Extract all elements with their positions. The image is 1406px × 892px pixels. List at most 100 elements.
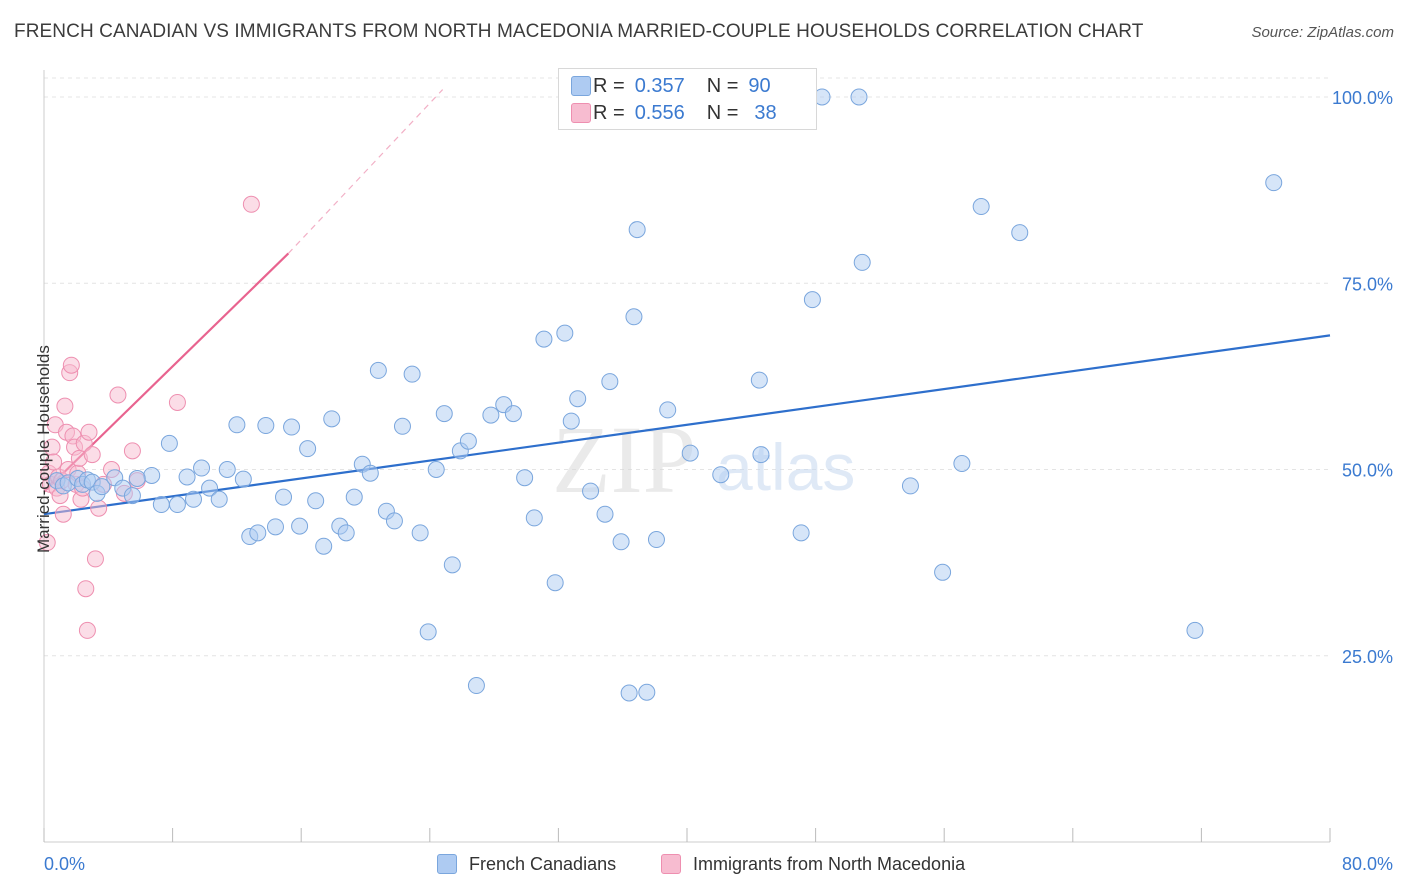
- data-point-french-canadians: [1186, 621, 1204, 639]
- data-point-french-canadians: [393, 417, 411, 435]
- bottom-legend-north-macedonia: Immigrants from North Macedonia: [661, 852, 965, 876]
- data-point-french-canadians: [193, 459, 211, 477]
- grid-lines: [44, 77, 1330, 657]
- data-point-french-canadians: [546, 574, 564, 592]
- legend-row-french-canadians: R = 0.357 N = 90: [571, 73, 771, 99]
- data-point-north-macedonia: [80, 423, 98, 441]
- data-point-french-canadians: [337, 524, 355, 542]
- data-point-french-canadians: [612, 533, 630, 551]
- data-point-french-canadians: [345, 488, 363, 506]
- legend-r-label: R =: [593, 101, 625, 124]
- data-point-french-canadians: [647, 531, 665, 549]
- data-point-french-canadians: [1265, 174, 1283, 192]
- data-point-french-canadians: [249, 524, 267, 542]
- legend-swatch-pink: [571, 103, 591, 123]
- points-north-macedonia: [38, 195, 260, 639]
- data-point-french-canadians: [459, 432, 477, 450]
- x-tick-label: 80.0%: [1342, 854, 1393, 874]
- trend-line-french-canadians: [43, 334, 1331, 516]
- bottom-legend-french-canadians: French Canadians: [437, 852, 616, 876]
- data-point-french-canadians: [435, 405, 453, 423]
- data-point-french-canadians: [143, 466, 161, 484]
- data-point-french-canadians: [934, 563, 952, 581]
- data-point-french-canadians: [369, 361, 387, 379]
- legend-swatch-blue: [437, 854, 457, 874]
- trend-line-north-macedonia-extension: [287, 89, 444, 254]
- correlation-legend: R = 0.357 N = 90 R = 0.556 N = 38: [558, 68, 817, 130]
- legend-label: Immigrants from North Macedonia: [693, 853, 966, 874]
- data-point-north-macedonia: [168, 393, 186, 411]
- legend-n-label: N =: [706, 101, 739, 124]
- axes: [43, 70, 1331, 843]
- data-point-french-canadians: [403, 365, 421, 383]
- data-point-french-canadians: [1011, 224, 1029, 242]
- data-point-french-canadians: [803, 291, 821, 309]
- data-point-french-canadians: [953, 455, 971, 473]
- data-point-french-canadians: [93, 478, 111, 496]
- data-point-french-canadians: [972, 198, 990, 216]
- data-point-north-macedonia: [77, 580, 95, 598]
- legend-r-value: 0.357: [634, 74, 685, 97]
- data-point-french-canadians: [628, 221, 646, 239]
- y-tick-label: 50.0%: [1342, 461, 1393, 481]
- data-point-french-canadians: [128, 469, 146, 487]
- data-point-french-canadians: [178, 468, 196, 486]
- data-point-french-canadians: [482, 406, 500, 424]
- chart-title: FRENCH CANADIAN VS IMMIGRANTS FROM NORTH…: [14, 21, 1144, 42]
- data-point-french-canadians: [168, 496, 186, 514]
- data-point-north-macedonia: [123, 442, 141, 460]
- data-point-french-canadians: [201, 479, 219, 497]
- watermark-atlas: atlas: [716, 430, 855, 504]
- legend-n-value: 90: [748, 74, 771, 97]
- data-point-french-canadians: [234, 470, 252, 488]
- data-point-french-canadians: [275, 488, 293, 506]
- data-point-french-canadians: [625, 308, 643, 326]
- data-point-north-macedonia: [38, 534, 56, 552]
- data-point-french-canadians: [596, 505, 614, 523]
- data-point-north-macedonia: [242, 195, 260, 213]
- points-french-canadians: [48, 88, 1283, 702]
- data-point-french-canadians: [385, 512, 403, 530]
- data-point-french-canadians: [228, 416, 246, 434]
- data-point-french-canadians: [467, 677, 485, 695]
- data-point-north-macedonia: [83, 446, 101, 464]
- data-point-north-macedonia: [54, 505, 72, 523]
- data-point-french-canadians: [659, 401, 677, 419]
- data-point-french-canadians: [556, 324, 574, 342]
- data-point-french-canadians: [569, 390, 587, 408]
- data-point-french-canadians: [562, 412, 580, 430]
- data-point-french-canadians: [752, 446, 770, 464]
- data-point-north-macedonia: [56, 397, 74, 415]
- data-point-french-canadians: [712, 466, 730, 484]
- data-point-french-canadians: [323, 410, 341, 428]
- data-point-french-canadians: [184, 490, 202, 508]
- data-point-north-macedonia: [78, 621, 96, 639]
- data-point-french-canadians: [620, 684, 638, 702]
- data-point-french-canadians: [283, 418, 301, 436]
- data-point-french-canadians: [315, 537, 333, 555]
- data-point-french-canadians: [525, 509, 543, 527]
- legend-label: French Canadians: [469, 853, 617, 874]
- source-label: Source: ZipAtlas.com: [1251, 24, 1394, 41]
- data-point-french-canadians: [443, 556, 461, 574]
- tick-labels: 25.0% 50.0% 75.0% 100.0% 0.0% 80.0%: [44, 88, 1393, 874]
- legend-swatch-blue: [571, 76, 591, 96]
- legend-swatch-pink: [661, 854, 681, 874]
- data-point-french-canadians: [210, 490, 228, 508]
- data-point-french-canadians: [419, 623, 437, 641]
- x-tick-label: 0.0%: [44, 854, 85, 874]
- legend-r-value: 0.556: [634, 101, 685, 124]
- legend-r-label: R =: [593, 74, 625, 97]
- legend-n-label: N =: [706, 74, 739, 97]
- data-point-french-canadians: [516, 469, 534, 487]
- data-point-north-macedonia: [62, 356, 80, 374]
- data-point-french-canadians: [535, 330, 553, 348]
- data-point-french-canadians: [257, 417, 275, 435]
- data-point-french-canadians: [792, 524, 810, 542]
- data-point-french-canadians: [291, 517, 309, 535]
- data-point-north-macedonia: [109, 386, 127, 404]
- data-point-french-canadians: [123, 487, 141, 505]
- data-point-french-canadians: [582, 482, 600, 500]
- data-point-french-canadians: [361, 464, 379, 482]
